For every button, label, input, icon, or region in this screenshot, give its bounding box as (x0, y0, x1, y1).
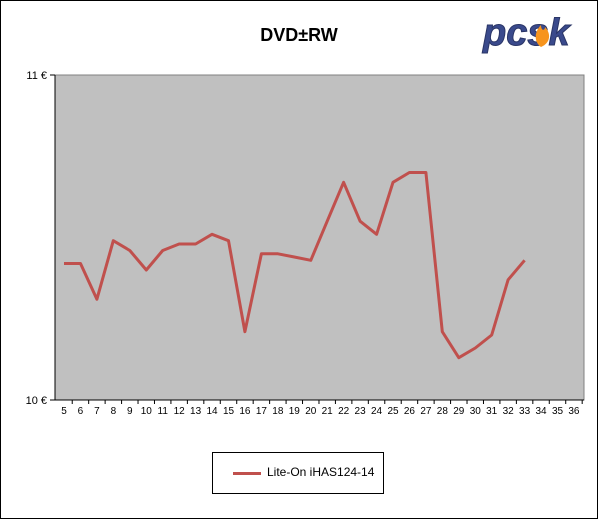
x-tick-label: 36 (568, 406, 580, 417)
x-ticks: 5 6 7 8 9 10 11 12 13 14 15 16 17 18 19 20 21 22 23 24 25 26 2… (61, 400, 583, 417)
x-tick-label: 25 (387, 406, 399, 417)
chart-title: DVD±RW (260, 25, 338, 45)
x-tick-label: 20 (305, 406, 317, 417)
y-tick-label: 10 € (26, 395, 47, 407)
x-tick-label: 21 (322, 406, 334, 417)
x-tick-label: 27 (420, 406, 432, 417)
svg-text:pcsk: pcsk (482, 12, 571, 54)
legend-swatch (233, 472, 261, 475)
y-tick-label: 11 € (26, 70, 47, 82)
legend-label: Lite-On iHAS124-14 (267, 465, 375, 479)
x-tick-label: 14 (206, 406, 218, 417)
x-tick-label: 8 (111, 406, 117, 417)
x-tick-label: 13 (190, 406, 202, 417)
x-tick-label: 26 (404, 406, 416, 417)
x-tick-label: 31 (486, 406, 498, 417)
series-layer (64, 171, 526, 360)
x-tick-label: 34 (535, 406, 547, 417)
x-tick-label: 10 (141, 406, 153, 417)
x-tick-label: 24 (371, 406, 383, 417)
x-tick-label: 17 (256, 406, 268, 417)
x-tick-label: 22 (338, 406, 350, 417)
x-tick-label: 15 (223, 406, 235, 417)
x-tick-label: 9 (127, 406, 133, 417)
pcsk-logo: pcsk (482, 12, 572, 55)
x-tick-label: 29 (453, 406, 465, 417)
x-tick-label: 30 (470, 406, 482, 417)
x-tick-label: 23 (355, 406, 367, 417)
x-tick-label: 6 (78, 406, 84, 417)
x-tick-label: 28 (437, 406, 449, 417)
x-tick-label: 19 (289, 406, 301, 417)
legend: Lite-On iHAS124-14 (212, 452, 384, 494)
series-line (64, 171, 526, 360)
line-chart: 10 € 11 € 5 6 7 8 9 10 11 12 13 14 15 16 17 18 19 20 21 22… (26, 70, 585, 417)
x-tick-label: 33 (519, 406, 531, 417)
x-tick-label: 35 (552, 406, 564, 417)
flame-icon (535, 25, 550, 47)
x-tick-label: 12 (174, 406, 186, 417)
y-ticks: 10 € 11 € (26, 70, 55, 407)
x-tick-label: 7 (94, 406, 100, 417)
x-tick-label: 16 (239, 406, 251, 417)
x-tick-label: 32 (503, 406, 515, 417)
x-tick-label: 18 (272, 406, 284, 417)
x-tick-label: 5 (61, 406, 67, 417)
x-tick-label: 11 (158, 406, 169, 417)
